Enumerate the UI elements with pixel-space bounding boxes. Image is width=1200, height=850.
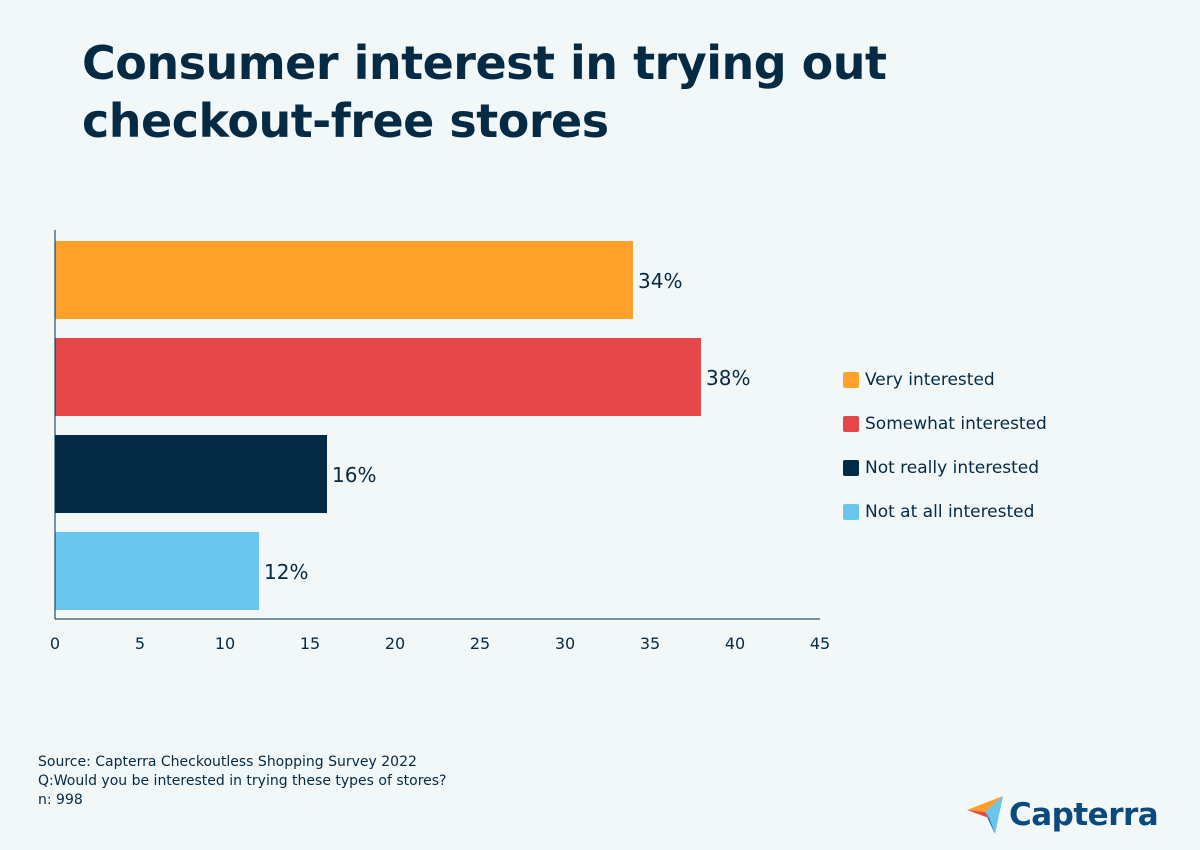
x-tick-label: 30 — [555, 634, 575, 653]
source-line: Source: Capterra Checkoutless Shopping S… — [38, 754, 417, 770]
bar — [55, 435, 327, 513]
question-line: Q:Would you be interested in trying thes… — [38, 773, 447, 789]
legend-item-somewhat-interested: Somewhat interested — [843, 412, 1103, 456]
legend-item-very-interested: Very interested — [843, 368, 1103, 412]
x-tick-label: 20 — [385, 634, 405, 653]
legend-swatch — [843, 460, 859, 476]
bar-data-label: 38% — [706, 366, 750, 390]
capterra-logo: Capterra — [965, 792, 1159, 838]
capterra-logo-text: Capterra — [1009, 797, 1159, 833]
bar-data-label: 12% — [264, 560, 308, 584]
bar-data-label: 16% — [332, 463, 376, 487]
chart-title-line-1: Consumer interest in trying out — [82, 36, 887, 90]
legend-label: Not really interested — [865, 458, 1040, 478]
bar — [55, 241, 633, 319]
sample-size-line: n: 998 — [38, 792, 83, 808]
legend-swatch — [843, 372, 859, 388]
x-tick-label: 15 — [300, 634, 320, 653]
x-tick-label: 5 — [135, 634, 145, 653]
source-note: Source: Capterra Checkoutless Shopping S… — [38, 753, 446, 810]
legend-swatch — [843, 416, 859, 432]
legend-item-not-at-all-interested: Not at all interested — [843, 500, 1103, 544]
x-tick-label: 10 — [215, 634, 235, 653]
chart-title: Consumer interest in trying out checkout… — [82, 34, 982, 150]
x-tick-label: 25 — [470, 634, 490, 653]
bar — [55, 338, 701, 416]
chart-title-line-2: checkout-free stores — [82, 94, 609, 148]
bar-data-label: 34% — [638, 269, 682, 293]
legend-item-not-really-interested: Not really interested — [843, 456, 1103, 500]
legend-label: Not at all interested — [865, 502, 1035, 522]
x-tick-label: 0 — [50, 634, 60, 653]
x-tick-label: 45 — [810, 634, 830, 653]
chart-legend: Very interested Somewhat interested Not … — [843, 368, 1103, 544]
x-tick-label: 35 — [640, 634, 660, 653]
legend-label: Somewhat interested — [865, 414, 1047, 434]
bar — [55, 532, 259, 610]
x-tick-label: 40 — [725, 634, 745, 653]
capterra-arrow-icon — [967, 796, 1003, 834]
legend-label: Very interested — [865, 370, 995, 390]
legend-swatch — [843, 504, 859, 520]
